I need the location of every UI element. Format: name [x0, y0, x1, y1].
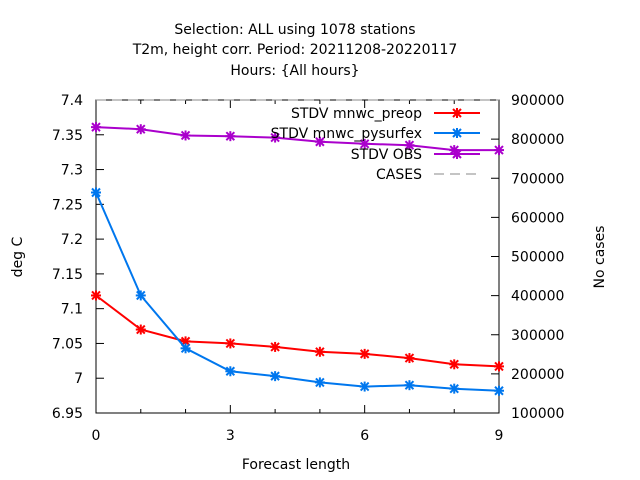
series-point-2	[494, 145, 504, 156]
series-point-1	[180, 343, 191, 354]
legend-label: CASES	[376, 167, 422, 183]
y2-tick-label: 700000	[511, 171, 564, 187]
y-tick-label: 7.3	[61, 163, 83, 179]
series-point-0	[494, 361, 504, 372]
series-point-1	[359, 381, 370, 392]
y-tick-label: 7.4	[61, 93, 83, 109]
series-point-0	[314, 346, 325, 357]
x-tick-label: 6	[360, 428, 369, 444]
series-point-1	[91, 187, 101, 198]
x-tick-label: 0	[92, 428, 101, 444]
series-point-1	[449, 383, 460, 394]
y-axis-label: deg C	[10, 236, 26, 277]
legend-marker	[452, 108, 462, 118]
y2-tick-label: 900000	[511, 93, 564, 109]
x-axis-label: Forecast length	[242, 457, 350, 473]
series-line-0	[95, 294, 500, 368]
series-point-0	[359, 348, 370, 359]
y-tick-label: 7.05	[52, 336, 83, 352]
series-layer	[91, 99, 504, 396]
y-tick-label: 7.1	[61, 302, 83, 318]
y-tick-label: 6.95	[52, 406, 83, 422]
y-tick-label: 7	[74, 371, 83, 387]
y-tick-label: 7.35	[52, 128, 83, 144]
series-point-1	[314, 377, 325, 388]
y2-axis-label: No cases	[592, 226, 608, 289]
chart-title: Selection: ALL using 1078 stations T2m, …	[132, 22, 458, 79]
series-point-0	[404, 353, 415, 364]
series-point-2	[270, 132, 281, 143]
series-point-1	[270, 371, 281, 382]
title-line-3: Hours: {All hours}	[230, 63, 359, 79]
x-tick-label: 3	[226, 428, 235, 444]
series-point-1	[225, 366, 236, 377]
legend-marker	[452, 128, 462, 138]
plot-frame	[95, 99, 500, 414]
legend-marker	[452, 149, 462, 159]
x-tick-label: 9	[495, 428, 504, 444]
series-point-0	[91, 290, 101, 301]
series-point-2	[91, 122, 101, 133]
series-line-2	[95, 126, 499, 152]
y-tick-label: 7.2	[61, 232, 83, 248]
legend: STDV mnwc_preop STDV mnwc_pysurfex STDV OB…	[271, 106, 480, 183]
series-point-2	[180, 130, 191, 141]
y-axis-ticks: 6.95 7 7.05 7.1 7.15 7.2 7.25 7.3 7.35 7.4	[52, 93, 104, 422]
y2-tick-label: 200000	[511, 367, 564, 383]
series-point-2	[404, 140, 415, 151]
series-point-2	[314, 136, 325, 147]
y2-tick-label: 800000	[511, 132, 564, 148]
title-line-2: T2m, height corr. Period: 20211208-20220…	[132, 42, 458, 58]
y2-tick-label: 400000	[511, 289, 564, 305]
y2-tick-label: 300000	[511, 328, 564, 344]
legend-label: STDV OBS	[351, 147, 422, 163]
y2-axis-ticks: 100000 200000 300000 400000 500000 600000 7000…	[491, 93, 564, 422]
series-point-1	[494, 385, 504, 396]
series-line-1	[95, 192, 500, 392]
y2-tick-label: 600000	[511, 210, 564, 226]
x-axis-ticks: 0 3 6 9	[92, 100, 504, 444]
y2-tick-label: 500000	[511, 250, 564, 266]
title-line-1: Selection: ALL using 1078 stations	[174, 22, 415, 38]
legend-label: STDV mnwc_preop	[291, 106, 422, 122]
series-point-2	[359, 138, 370, 149]
series-point-0	[449, 359, 460, 370]
series-point-0	[225, 338, 236, 349]
legend-label: STDV mnwc_pysurfex	[271, 126, 422, 142]
series-point-0	[270, 341, 281, 352]
series-point-1	[135, 290, 146, 301]
series-point-2	[225, 131, 236, 142]
y2-tick-label: 100000	[511, 406, 564, 422]
series-point-1	[404, 380, 415, 391]
y-tick-label: 7.15	[52, 267, 83, 283]
y-tick-label: 7.25	[52, 197, 83, 213]
series-point-0	[135, 324, 146, 335]
series-point-2	[135, 124, 146, 135]
